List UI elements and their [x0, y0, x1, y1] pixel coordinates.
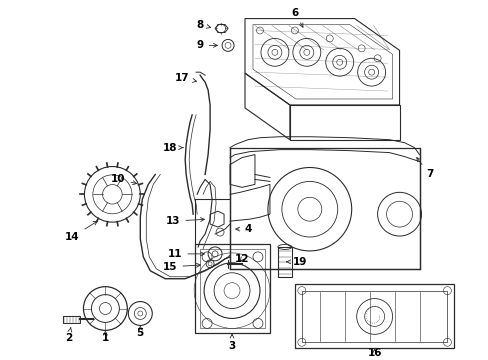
Text: 7: 7: [416, 158, 432, 180]
Text: 2: 2: [65, 328, 72, 343]
Text: 10: 10: [111, 175, 137, 185]
Text: 18: 18: [163, 143, 183, 153]
Text: 14: 14: [65, 221, 97, 242]
Text: 5: 5: [136, 325, 143, 338]
Text: 4: 4: [235, 224, 251, 234]
Text: 13: 13: [165, 216, 204, 226]
Text: 1: 1: [102, 330, 109, 343]
Text: 9: 9: [196, 40, 217, 50]
Text: 19: 19: [286, 257, 306, 267]
Text: 6: 6: [291, 8, 303, 27]
Text: 3: 3: [228, 334, 235, 351]
Text: 8: 8: [196, 19, 210, 30]
Text: 16: 16: [366, 348, 381, 358]
Text: 11: 11: [167, 249, 204, 259]
Text: 17: 17: [175, 73, 196, 83]
Text: 15: 15: [163, 262, 200, 272]
Text: 12: 12: [234, 254, 249, 264]
